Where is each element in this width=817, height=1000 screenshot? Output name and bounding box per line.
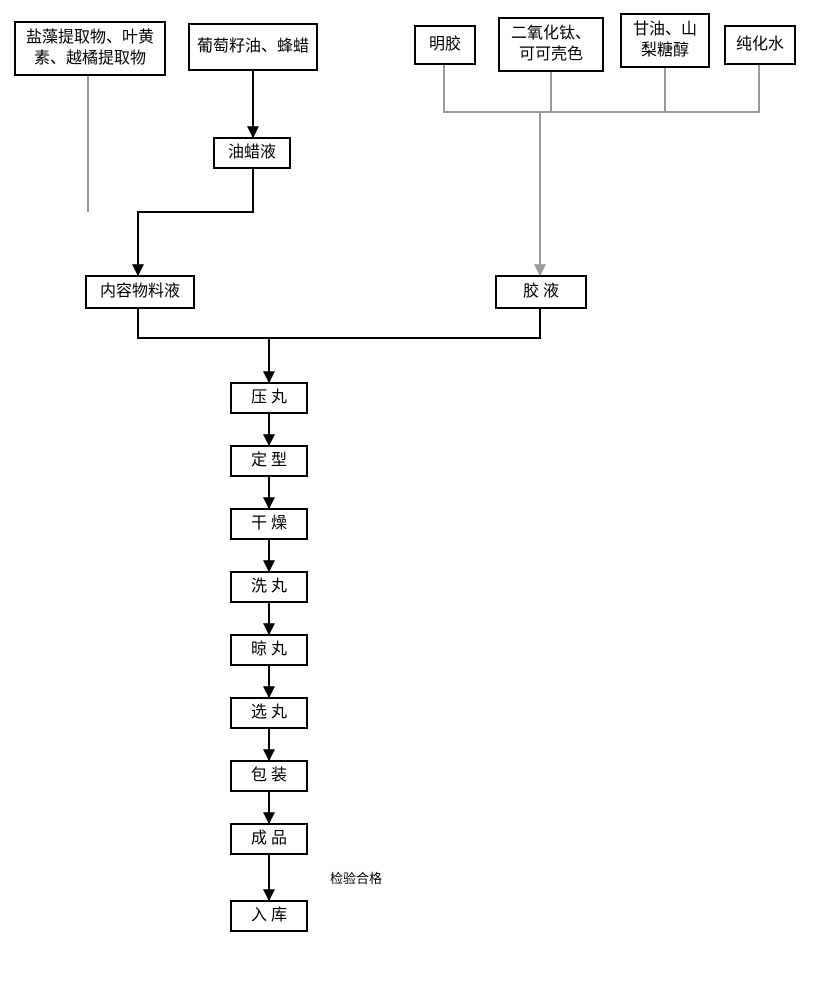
- node-input-oil-wax: 葡萄籽油、蜂蜡: [188, 23, 318, 71]
- node-input-water: 纯化水: [724, 25, 796, 65]
- node-input-gelatin: 明胶: [414, 25, 476, 65]
- node-label: 盐藻提取物、叶黄素、越橘提取物: [22, 28, 158, 70]
- node-label: 纯化水: [736, 35, 784, 56]
- node-label: 胶 液: [523, 282, 559, 303]
- node-label: 晾 丸: [251, 640, 287, 661]
- node-shape: 定 型: [230, 445, 308, 477]
- node-select: 选 丸: [230, 697, 308, 729]
- node-label: 选 丸: [251, 703, 287, 724]
- node-label: 干 燥: [251, 514, 287, 535]
- inspection-pass-label: 检验合格: [330, 868, 382, 887]
- node-glue-liquid: 胶 液: [495, 275, 587, 309]
- node-label: 二氧化钛、可可壳色: [506, 24, 596, 66]
- node-label: 入 库: [251, 906, 287, 927]
- node-label: 包 装: [251, 766, 287, 787]
- node-content-liquid: 内容物料液: [85, 275, 195, 309]
- node-input-glycerin-sorbitol: 甘油、山梨糖醇: [620, 13, 710, 68]
- node-pack: 包 装: [230, 760, 308, 792]
- node-wash: 洗 丸: [230, 571, 308, 603]
- node-input-extracts: 盐藻提取物、叶黄素、越橘提取物: [14, 21, 166, 76]
- node-label: 甘油、山梨糖醇: [628, 20, 702, 62]
- node-label: 内容物料液: [100, 282, 180, 303]
- node-dry: 干 燥: [230, 508, 308, 540]
- node-input-tio2-cocoa: 二氧化钛、可可壳色: [498, 17, 604, 72]
- node-label: 明胶: [429, 35, 461, 56]
- node-label: 洗 丸: [251, 577, 287, 598]
- node-label: 成 品: [251, 829, 287, 850]
- flowchart-lines: [0, 0, 817, 1000]
- node-airdry: 晾 丸: [230, 634, 308, 666]
- label-text: 检验合格: [330, 871, 382, 886]
- node-label: 油蜡液: [228, 143, 276, 164]
- node-product: 成 品: [230, 823, 308, 855]
- node-label: 定 型: [251, 451, 287, 472]
- node-store: 入 库: [230, 900, 308, 932]
- node-label: 葡萄籽油、蜂蜡: [197, 37, 309, 58]
- node-press: 压 丸: [230, 382, 308, 414]
- node-oilwax-liquid: 油蜡液: [213, 137, 291, 169]
- node-label: 压 丸: [251, 388, 287, 409]
